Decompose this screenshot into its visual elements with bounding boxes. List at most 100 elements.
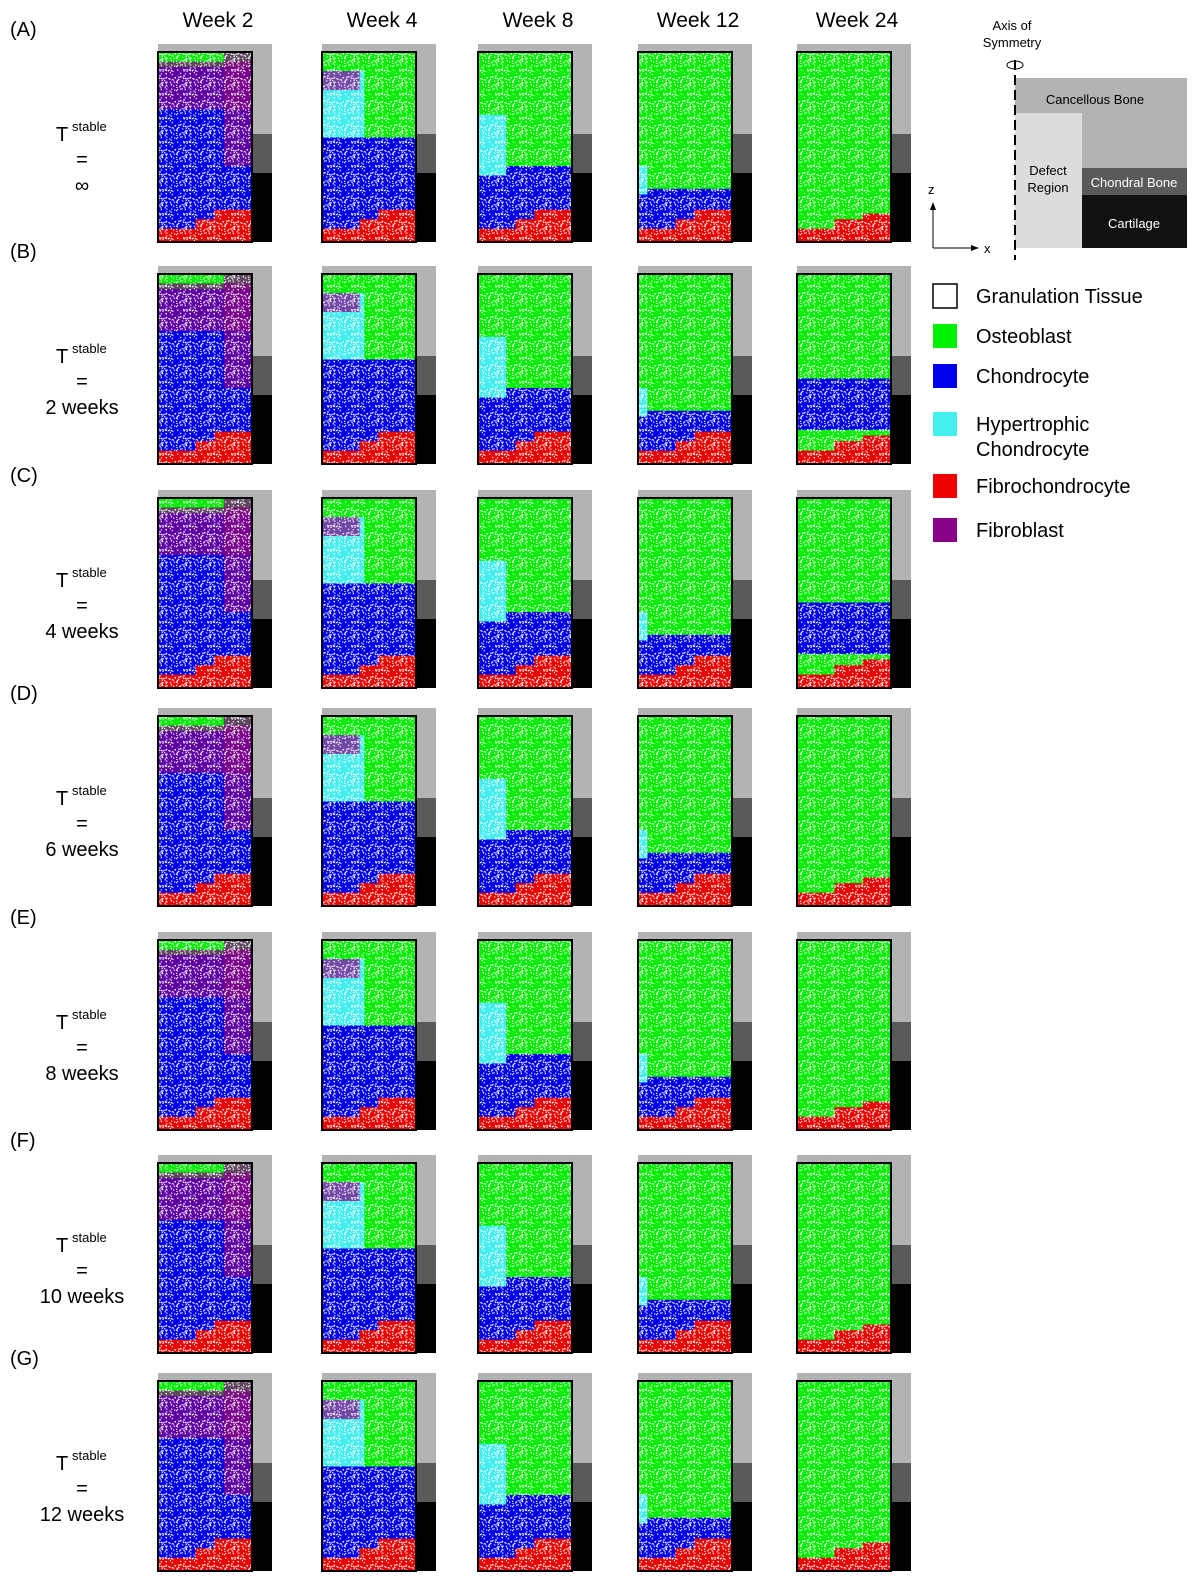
chondral-bone [891, 1245, 911, 1284]
row-equals: = [76, 371, 88, 393]
speckle [638, 1163, 732, 1353]
row-letter: (D) [10, 683, 38, 705]
chondral-bone [252, 580, 272, 619]
chondral-bone [891, 356, 911, 395]
simulation-panel [478, 490, 592, 688]
speckle [322, 274, 416, 464]
row-symbol: T [56, 1235, 68, 1257]
row-superscript: stable [72, 341, 107, 356]
simulation-panel [322, 266, 436, 464]
row-equals: = [76, 595, 88, 617]
chondral-bone [572, 1245, 592, 1284]
chondral-bone [572, 1022, 592, 1061]
axis-label: Axis of [992, 18, 1031, 33]
row-symbol: T [56, 346, 68, 368]
chondral-bone [732, 580, 752, 619]
defect-label: Defect [1029, 163, 1067, 178]
cartilage [732, 619, 752, 688]
legend-label: Fibroblast [976, 520, 1064, 542]
speckle [158, 498, 252, 688]
row-symbol: T [56, 570, 68, 592]
speckle [478, 1163, 572, 1353]
row-letter: (B) [10, 241, 37, 263]
row-letter: (A) [10, 19, 37, 41]
column-header: Week 24 [816, 9, 899, 32]
row-superscript: stable [72, 1007, 107, 1022]
cartilage [416, 619, 436, 688]
row-superscript: stable [72, 565, 107, 580]
cartilage [572, 1502, 592, 1571]
row-value: 6 weeks [45, 839, 118, 861]
speckle [158, 1163, 252, 1353]
speckle [322, 716, 416, 906]
speckle [638, 274, 732, 464]
cartilage [732, 395, 752, 464]
row-letter: (C) [10, 465, 38, 487]
speckle [158, 1381, 252, 1571]
simulation-panel [797, 266, 911, 464]
cartilage [572, 395, 592, 464]
legend-label: Hypertrophic [976, 414, 1089, 436]
chondral-bone [732, 1463, 752, 1502]
chondral-bone [732, 798, 752, 837]
row-symbol: T [56, 1453, 68, 1475]
row-equals: = [76, 1037, 88, 1059]
speckle [478, 1381, 572, 1571]
simulation-panel [158, 490, 272, 688]
chondral-bone [732, 134, 752, 173]
row-letter: (F) [10, 1130, 36, 1152]
chondral-bone [891, 134, 911, 173]
row-letter: (E) [10, 907, 37, 929]
cartilage [891, 837, 911, 906]
cartilage [572, 173, 592, 242]
simulation-panel [638, 708, 752, 906]
chondral-bone [572, 580, 592, 619]
legend-swatch [933, 284, 957, 308]
row-value: ∞ [75, 175, 89, 197]
chondral-bone [572, 356, 592, 395]
legend-swatch [933, 364, 957, 388]
column-header: Week 2 [183, 9, 254, 32]
chondral-bone [572, 1463, 592, 1502]
cartilage [416, 1502, 436, 1571]
cartilage [416, 1284, 436, 1353]
chondral-bone [416, 1463, 436, 1502]
cartilage [252, 395, 272, 464]
simulation-panel [638, 266, 752, 464]
x-arrowhead [971, 245, 979, 251]
speckle [478, 940, 572, 1130]
cartilage [891, 173, 911, 242]
defect-label: Region [1027, 180, 1068, 195]
speckle [322, 1163, 416, 1353]
chondral-bone [572, 798, 592, 837]
legend-swatch [933, 412, 957, 436]
simulation-panel [797, 1373, 911, 1571]
chondral-bone [252, 1245, 272, 1284]
legend-label: Granulation Tissue [976, 286, 1143, 308]
simulation-panel [158, 44, 272, 242]
chondral-bone [891, 1463, 911, 1502]
cartilage [732, 837, 752, 906]
cartilage [572, 1284, 592, 1353]
cartilage [732, 173, 752, 242]
legend-swatch [933, 518, 957, 542]
simulation-panel [478, 708, 592, 906]
row-superscript: stable [72, 1448, 107, 1463]
legend-label: Osteoblast [976, 326, 1072, 348]
cartilage [252, 1284, 272, 1353]
cartilage [891, 1284, 911, 1353]
chondral-bone [252, 1022, 272, 1061]
simulation-panel [638, 490, 752, 688]
row-value: 10 weeks [40, 1286, 125, 1308]
row-value: 2 weeks [45, 397, 118, 419]
speckle [478, 498, 572, 688]
simulation-panel [158, 932, 272, 1130]
speckle [797, 1163, 891, 1353]
column-header: Week 8 [503, 9, 574, 32]
cartilage [416, 1061, 436, 1130]
cartilage-label: Cartilage [1108, 216, 1160, 231]
simulation-panel [478, 932, 592, 1130]
simulation-panel [158, 266, 272, 464]
speckle [158, 940, 252, 1130]
simulation-panel [322, 932, 436, 1130]
